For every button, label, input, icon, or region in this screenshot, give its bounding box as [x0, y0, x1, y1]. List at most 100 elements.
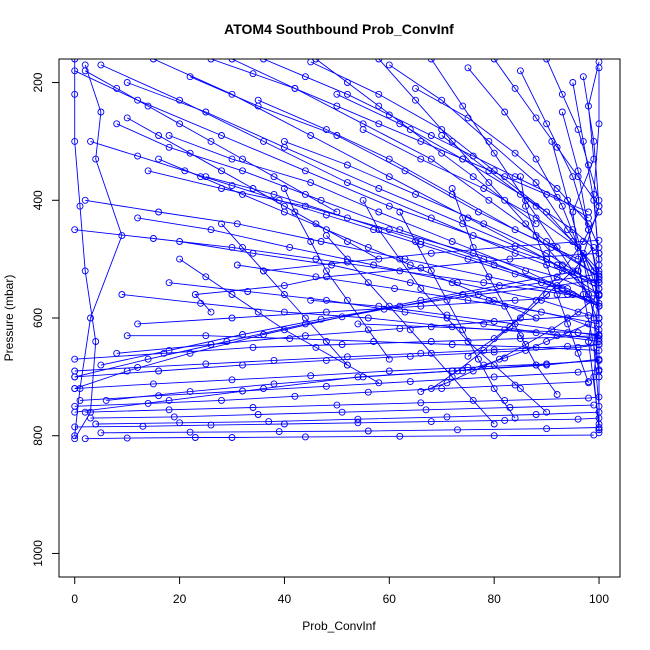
series-line: [310, 61, 600, 295]
data-point: [370, 226, 378, 234]
series-50: [134, 292, 603, 328]
data-point: [186, 349, 194, 357]
data-point: [553, 143, 561, 151]
data-point: [343, 353, 351, 361]
data-point: [464, 255, 472, 263]
data-point: [532, 329, 540, 337]
data-point: [553, 185, 561, 192]
data-point: [553, 291, 561, 298]
series-line: [546, 59, 600, 201]
data-point: [443, 379, 451, 387]
data-point: [595, 426, 603, 434]
data-point: [501, 196, 509, 204]
data-point: [97, 61, 105, 69]
data-point: [280, 420, 288, 428]
series-line: [467, 247, 595, 357]
data-point: [537, 296, 545, 304]
series-57: [417, 291, 603, 396]
data-point: [218, 220, 225, 228]
data-point: [92, 338, 100, 345]
series-81: [548, 137, 603, 434]
data-point: [516, 67, 524, 75]
data-point: [459, 155, 467, 163]
data-point: [123, 79, 131, 86]
series-line: [493, 59, 600, 207]
data-point: [574, 349, 582, 357]
data-point: [501, 416, 509, 424]
x-tick-label: 20: [173, 592, 187, 606]
x-axis-label: Prob_ConvInf: [302, 619, 376, 633]
data-point: [574, 243, 582, 251]
data-point: [364, 326, 372, 334]
data-point: [228, 243, 236, 251]
data-point: [71, 137, 79, 145]
data-point: [307, 238, 315, 245]
data-point: [469, 173, 477, 181]
data-point: [317, 315, 325, 323]
data-point: [443, 413, 451, 421]
data-point: [532, 296, 540, 304]
series-68: [312, 59, 540, 228]
data-point: [511, 149, 519, 157]
data-point: [343, 161, 351, 169]
data-point: [338, 408, 346, 416]
data-point: [511, 320, 519, 328]
series-line: [179, 241, 600, 331]
data-point: [375, 185, 383, 192]
chart-title: ATOM4 Southbound Prob_ConvInf: [224, 21, 454, 37]
data-point: [595, 202, 603, 210]
series-76: [87, 137, 566, 293]
data-point: [427, 132, 435, 139]
series-line: [258, 99, 579, 260]
data-point: [427, 418, 435, 426]
data-point: [454, 426, 461, 434]
series-line: [74, 64, 123, 436]
data-point: [202, 360, 210, 368]
data-point: [595, 255, 603, 263]
data-point: [427, 338, 435, 345]
series-54: [71, 270, 603, 381]
data-point: [338, 341, 346, 348]
series-line: [221, 223, 348, 366]
data-point: [228, 182, 236, 190]
data-point: [81, 196, 89, 204]
data-point: [260, 331, 267, 338]
data-point: [160, 349, 168, 357]
data-point: [469, 243, 477, 251]
data-point: [144, 102, 152, 110]
data-point: [485, 273, 493, 281]
series-line: [169, 282, 600, 342]
data-point: [322, 211, 330, 219]
data-point: [71, 385, 79, 393]
data-point: [239, 243, 246, 251]
data-point: [301, 314, 309, 322]
data-point: [286, 243, 294, 251]
data-point: [490, 59, 498, 63]
data-point: [333, 401, 341, 409]
series-line: [74, 344, 600, 372]
data-point: [260, 385, 267, 393]
series-56: [459, 320, 592, 375]
data-point: [364, 279, 372, 287]
data-point: [558, 90, 566, 98]
y-axis-label: Pressure (mbar): [2, 275, 16, 362]
series-line: [168, 135, 589, 301]
data-point: [532, 411, 540, 418]
series-67: [176, 255, 383, 387]
data-point: [270, 190, 278, 198]
data-point: [543, 208, 551, 216]
data-point: [123, 434, 131, 442]
data-point: [81, 435, 89, 443]
data-point: [97, 108, 105, 116]
series-70: [207, 59, 592, 216]
data-point: [543, 338, 551, 345]
data-point: [543, 291, 551, 298]
data-point: [359, 126, 367, 134]
data-point: [480, 320, 488, 328]
data-point: [155, 367, 163, 375]
data-point: [155, 155, 163, 163]
data-point: [71, 59, 79, 63]
data-point: [218, 132, 225, 139]
data-point: [454, 279, 461, 287]
series-line: [284, 140, 595, 284]
